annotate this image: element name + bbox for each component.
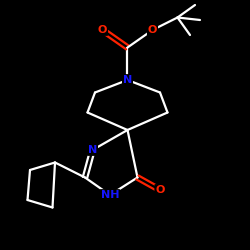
- Text: N: N: [88, 145, 97, 155]
- Text: O: O: [155, 185, 165, 195]
- Text: NH: NH: [101, 190, 119, 200]
- Text: O: O: [98, 25, 107, 35]
- Text: O: O: [148, 25, 157, 35]
- Text: N: N: [123, 75, 132, 85]
